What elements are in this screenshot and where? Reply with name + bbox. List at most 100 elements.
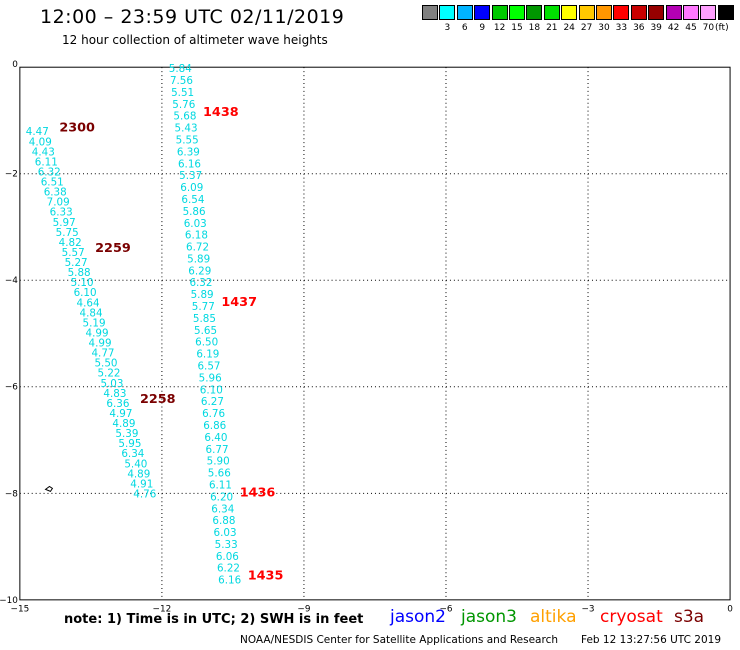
legend-swatch (578, 5, 595, 20)
wave-height-label: 6.20 (210, 491, 233, 503)
wave-height-label: 7.09 (47, 197, 70, 209)
wave-height-label: 6.57 (197, 361, 220, 373)
wave-height-label: 6.06 (216, 551, 239, 563)
wave-height-label: 4.82 (59, 237, 82, 249)
latitude-tick-label: −6 (5, 383, 18, 393)
wave-height-label: 5.37 (179, 170, 202, 182)
wave-height-label: 5.22 (97, 368, 120, 380)
legend-label: 45 (685, 23, 697, 33)
legend-swatch (439, 5, 456, 20)
wave-height-label: 6.51 (41, 177, 64, 189)
wave-height-label: 5.85 (193, 313, 216, 325)
wave-height-label: 6.32 (189, 277, 212, 289)
wave-height-label: 4.09 (29, 136, 52, 148)
credit-line: NOAA/NESDIS Center for Satellite Applica… (240, 634, 558, 646)
wave-height-label: 6.10 (74, 287, 97, 299)
pass-time-label: 1437 (221, 295, 257, 310)
longitude-tick-label: −6 (439, 605, 452, 615)
wave-height-label: 6.11 (209, 479, 232, 491)
wave-height-label: 4.76 (133, 488, 156, 500)
sat-label-cryosat: cryosat (600, 607, 663, 627)
legend-label: 18 (528, 23, 541, 33)
wave-height-label: 5.40 (124, 458, 147, 470)
wave-height-label: 7.56 (170, 75, 193, 87)
latitude-tick-label: −2 (5, 170, 18, 180)
legend-label: (ft) (715, 23, 729, 33)
legend-label: 24 (563, 23, 575, 33)
wave-height-label: 6.03 (214, 527, 237, 539)
wave-height-label: 5.76 (172, 99, 195, 111)
coastline-outline (44, 485, 54, 492)
legend-swatch (717, 5, 734, 20)
legend-swatch (526, 5, 543, 20)
wave-height-label: 4.84 (80, 307, 103, 319)
legend-label: 42 (667, 23, 680, 33)
legend-label: 6 (461, 23, 468, 33)
wave-height-label: 4.97 (109, 408, 132, 420)
wave-height-label: 4.83 (103, 388, 126, 400)
legend-swatch (543, 5, 560, 20)
wave-height-label: 6.54 (181, 194, 204, 206)
wave-height-label: 6.36 (106, 398, 129, 410)
wave-height-label: 5.43 (175, 123, 198, 135)
wave-height-label: 5.10 (71, 277, 94, 289)
pass-time-label: 1438 (203, 105, 239, 120)
footnote: note: 1) Time is in UTC; 2) SWH is in fe… (64, 612, 364, 627)
wave-height-label: 6.33 (50, 207, 73, 219)
longitude-tick-label: −12 (153, 605, 172, 615)
wave-height-label: 6.16 (218, 575, 241, 587)
longitude-tick-label: −9 (297, 605, 310, 615)
wave-height-label: 5.96 (199, 372, 222, 384)
wave-height-label: 5.84 (169, 63, 192, 75)
legend-label: 33 (615, 23, 628, 33)
legend-swatch (613, 5, 630, 20)
wave-height-label: 6.38 (44, 187, 67, 199)
legend-label: 12 (493, 23, 506, 33)
wave-height-label: 4.43 (32, 146, 55, 158)
wave-height-label: 5.03 (100, 378, 123, 390)
wave-height-label: 4.47 (26, 126, 49, 138)
map-subtitle: 12 hour collection of altimeter wave hei… (62, 33, 328, 47)
pass-time-label: 2300 (59, 120, 95, 135)
wave-height-label: 5.51 (171, 87, 194, 99)
sat-label-s3a: s3a (674, 607, 705, 627)
sat-label-jason2: jason2 (390, 607, 446, 627)
sat-label-altika: altika (530, 607, 577, 627)
wave-height-label: 6.10 (200, 384, 223, 396)
legend-swatch (648, 5, 665, 20)
map-frame (19, 66, 731, 601)
wave-height-label: 6.72 (186, 242, 209, 254)
wave-height-label: 6.32 (38, 167, 61, 179)
wave-height-label: 5.89 (187, 253, 210, 265)
legend-label: 15 (511, 23, 523, 33)
wave-height-label: 5.77 (192, 301, 215, 313)
legend-swatch (509, 5, 525, 20)
legend-label: 3 (444, 23, 451, 33)
wave-height-label: 5.55 (176, 135, 199, 147)
wave-height-label: 4.89 (112, 418, 135, 430)
wave-height-label: 5.50 (94, 358, 117, 370)
wave-height-label: 5.57 (62, 247, 85, 259)
wave-height-label: 5.68 (173, 111, 196, 123)
wave-height-label: 6.88 (212, 515, 235, 527)
wave-height-label: 6.22 (217, 563, 240, 575)
latitude-tick-label: −4 (5, 276, 18, 286)
legend-label: 36 (633, 23, 645, 33)
wave-height-label: 4.89 (127, 468, 150, 480)
legend-label: 39 (650, 23, 662, 33)
wave-height-label: 5.89 (191, 289, 214, 301)
wave-height-color-legend: 3 6 9 12 15 18 21 24 27 30 33 36 39 42 45 70 (ft) (422, 5, 734, 35)
map-plot-area[interactable]: −15 −12 −9 −6 −3 0 0 −2 −4 −6 −8 −10 4.47 4.09 4.43 6.1… (0, 58, 735, 615)
legend-label: 30 (598, 23, 610, 33)
wave-height-label: 6.40 (204, 432, 227, 444)
wave-height-label: 5.39 (115, 428, 138, 440)
wave-height-label: 6.11 (35, 156, 58, 168)
legend-swatch (456, 5, 473, 20)
longitude-tick-label: −3 (581, 605, 594, 615)
legend-label: 9 (479, 23, 486, 33)
wave-height-label: 5.27 (65, 257, 88, 269)
latitude-tick-label: 0 (12, 60, 18, 70)
legend-swatch (491, 5, 508, 20)
wave-height-label: 6.50 (195, 337, 218, 349)
wave-height-label: 6.27 (201, 396, 224, 408)
